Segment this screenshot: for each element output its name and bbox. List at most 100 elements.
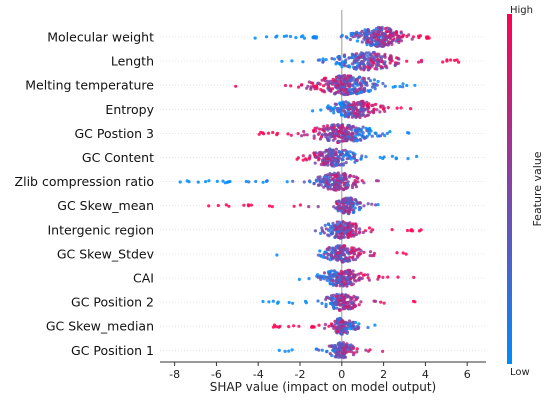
shap-point [327,138,331,142]
feature-swarm [178,171,380,192]
shap-point [335,223,339,227]
shap-point [386,106,390,110]
shap-point [360,90,364,94]
shap-point [328,148,332,152]
shap-point [345,250,349,254]
shap-point [323,223,327,227]
feature-label: Entropy [105,102,154,117]
shap-point [354,55,358,59]
shap-point [353,81,357,85]
shap-point [369,34,373,38]
shap-point [330,257,335,261]
shap-point [359,138,363,142]
shap-point [264,179,269,183]
shap-point [374,27,378,31]
shap-point [407,131,411,135]
shap-point [359,67,363,71]
shap-point [383,27,387,31]
shap-point [381,36,385,40]
shap-point [307,80,311,84]
shap-point [327,222,331,227]
shap-point [427,36,431,40]
shap-point [348,250,352,254]
shap-point [367,51,371,55]
shap-point [277,325,281,329]
shap-point [337,308,342,312]
shap-point [350,131,354,135]
shap-point [357,325,361,329]
shap-point [360,154,364,158]
shap-point [267,300,271,304]
shap-point [376,203,380,207]
shap-point [367,89,371,94]
shap-point [384,35,388,39]
shap-point [361,76,365,80]
shap-point [366,273,370,277]
x-tick-label: -2 [295,368,306,381]
shap-point [363,229,367,233]
shap-point [332,304,336,308]
shap-point [178,180,182,184]
shap-point [324,302,328,306]
shap-point [351,113,355,117]
shap-point [354,185,359,189]
shap-point [287,300,291,305]
shap-point [332,57,336,61]
shap-point [334,91,338,95]
shap-point [339,256,343,260]
shap-point [345,295,349,299]
shap-point [334,128,338,132]
shap-point [314,151,318,155]
shap-point [324,58,328,62]
shap-point [359,271,363,275]
shap-point [407,33,411,37]
shap-point [391,85,395,89]
shap-point [327,85,331,89]
shap-point [325,247,329,251]
shap-point [329,224,333,228]
shap-point [346,92,350,96]
shap-point [366,106,370,110]
shap-point [351,125,355,129]
shap-point [336,154,340,159]
shap-point [320,78,324,82]
shap-point [302,36,307,40]
shap-point [343,64,347,68]
shap-point [373,58,377,62]
shap-point [301,158,305,162]
shap-point [312,128,316,133]
shap-point [343,181,347,185]
shap-point [350,52,354,56]
shap-point [344,161,348,165]
shap-point [331,107,335,111]
shap-point [354,273,358,277]
shap-point [329,132,333,136]
x-tick-label: 4 [422,368,429,381]
shap-point [367,278,371,282]
shap-point [354,227,358,231]
shap-point [317,323,321,327]
shap-point [351,255,355,259]
shap-point [362,136,367,140]
shap-point [367,226,372,230]
shap-point [417,60,421,64]
shap-point [348,111,352,115]
shap-point [324,227,328,231]
shap-point [305,133,309,137]
shap-point [302,180,306,184]
shap-point [326,133,330,137]
shap-point [357,231,361,235]
shap-point [343,256,347,260]
shap-point [264,35,269,39]
shap-point [364,155,368,159]
shap-point [341,319,345,324]
shap-point [340,65,344,69]
shap-point [289,84,293,88]
shap-point [453,58,457,63]
feature-swarm [261,292,417,312]
shap-point [357,132,361,136]
feature-label: Length [111,54,154,69]
shap-point [242,203,246,207]
shap-point [395,61,399,65]
shap-point [356,64,360,68]
